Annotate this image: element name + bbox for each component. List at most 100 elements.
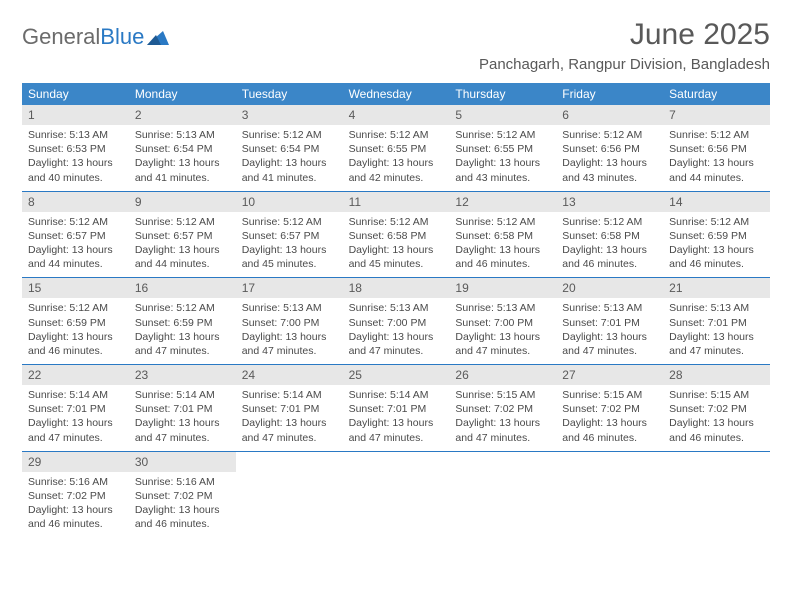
calendar-day: 26 Sunrise: 5:15 AMSunset: 7:02 PMDayligh… xyxy=(449,365,556,451)
calendar-day: 21 Sunrise: 5:13 AMSunset: 7:01 PMDayligh… xyxy=(663,278,770,364)
calendar-day-empty xyxy=(236,452,343,538)
day-number: 18 xyxy=(343,278,450,298)
day-number: 11 xyxy=(343,192,450,212)
calendar-day: 16 Sunrise: 5:12 AMSunset: 6:59 PMDayligh… xyxy=(129,278,236,364)
day-info: Sunrise: 5:12 AMSunset: 6:59 PMDaylight:… xyxy=(22,301,129,358)
day-number: 29 xyxy=(22,452,129,472)
calendar-day: 23 Sunrise: 5:14 AMSunset: 7:01 PMDayligh… xyxy=(129,365,236,451)
day-number: 19 xyxy=(449,278,556,298)
header: GeneralBlue June 2025 Panchagarh, Rangpu… xyxy=(22,18,770,73)
calendar-day: 28 Sunrise: 5:15 AMSunset: 7:02 PMDayligh… xyxy=(663,365,770,451)
logo-text-2: Blue xyxy=(100,24,144,50)
calendar-day: 6Sunrise: 5:12 AMSunset: 6:56 PMDaylight… xyxy=(556,105,663,191)
day-info: Sunrise: 5:14 AMSunset: 7:01 PMDaylight:… xyxy=(236,388,343,445)
day-number: 7 xyxy=(663,105,770,125)
calendar-day: 18 Sunrise: 5:13 AMSunset: 7:00 PMDayligh… xyxy=(343,278,450,364)
day-info: Sunrise: 5:12 AMSunset: 6:55 PMDaylight:… xyxy=(343,128,450,185)
calendar-day: 17 Sunrise: 5:13 AMSunset: 7:00 PMDayligh… xyxy=(236,278,343,364)
calendar-day-empty xyxy=(449,452,556,538)
day-number: 28 xyxy=(663,365,770,385)
calendar-page: GeneralBlue June 2025 Panchagarh, Rangpu… xyxy=(0,0,792,555)
day-info: Sunrise: 5:12 AMSunset: 6:57 PMDaylight:… xyxy=(129,215,236,272)
calendar-week-row: 22Sunrise: 5:14 AMSunset: 7:01 PMDayligh… xyxy=(22,365,770,452)
day-number: 10 xyxy=(236,192,343,212)
day-number: 25 xyxy=(343,365,450,385)
calendar: Sunday Monday Tuesday Wednesday Thursday… xyxy=(22,83,770,537)
day-info: Sunrise: 5:12 AMSunset: 6:57 PMDaylight:… xyxy=(22,215,129,272)
calendar-day: 15 Sunrise: 5:12 AMSunset: 6:59 PMDayligh… xyxy=(22,278,129,364)
day-info: Sunrise: 5:12 AMSunset: 6:59 PMDaylight:… xyxy=(663,215,770,272)
day-info: Sunrise: 5:13 AMSunset: 6:54 PMDaylight:… xyxy=(129,128,236,185)
day-info: Sunrise: 5:14 AMSunset: 7:01 PMDaylight:… xyxy=(22,388,129,445)
calendar-day: 19 Sunrise: 5:13 AMSunset: 7:00 PMDayligh… xyxy=(449,278,556,364)
day-number: 12 xyxy=(449,192,556,212)
weekday-header: Sunday xyxy=(22,83,129,105)
day-number: 15 xyxy=(22,278,129,298)
day-number: 17 xyxy=(236,278,343,298)
logo-text-1: General xyxy=(22,24,100,50)
day-number: 16 xyxy=(129,278,236,298)
calendar-day: 12 Sunrise: 5:12 AMSunset: 6:58 PMDayligh… xyxy=(449,192,556,278)
day-info: Sunrise: 5:15 AMSunset: 7:02 PMDaylight:… xyxy=(449,388,556,445)
day-info: Sunrise: 5:12 AMSunset: 6:58 PMDaylight:… xyxy=(343,215,450,272)
day-info: Sunrise: 5:12 AMSunset: 6:54 PMDaylight:… xyxy=(236,128,343,185)
day-number: 20 xyxy=(556,278,663,298)
month-title: June 2025 xyxy=(479,18,770,52)
weekday-header-row: Sunday Monday Tuesday Wednesday Thursday… xyxy=(22,83,770,105)
logo: GeneralBlue xyxy=(22,18,169,50)
day-info: Sunrise: 5:13 AMSunset: 7:00 PMDaylight:… xyxy=(236,301,343,358)
calendar-week-row: 1 Sunrise: 5:13 AMSunset: 6:53 PMDaylight… xyxy=(22,105,770,192)
calendar-week-row: 8Sunrise: 5:12 AMSunset: 6:57 PMDaylight… xyxy=(22,192,770,279)
day-info: Sunrise: 5:15 AMSunset: 7:02 PMDaylight:… xyxy=(556,388,663,445)
calendar-day: 24 Sunrise: 5:14 AMSunset: 7:01 PMDayligh… xyxy=(236,365,343,451)
weekday-header: Wednesday xyxy=(343,83,450,105)
logo-icon xyxy=(147,29,169,45)
day-number: 3 xyxy=(236,105,343,125)
calendar-day: 5Sunrise: 5:12 AMSunset: 6:55 PMDaylight… xyxy=(449,105,556,191)
calendar-day: 29Sunrise: 5:16 AMSunset: 7:02 PMDayligh… xyxy=(22,452,129,538)
calendar-day: 27 Sunrise: 5:15 AMSunset: 7:02 PMDayligh… xyxy=(556,365,663,451)
weekday-header: Monday xyxy=(129,83,236,105)
day-number: 23 xyxy=(129,365,236,385)
day-info: Sunrise: 5:13 AMSunset: 7:01 PMDaylight:… xyxy=(663,301,770,358)
day-info: Sunrise: 5:12 AMSunset: 6:58 PMDaylight:… xyxy=(449,215,556,272)
calendar-day: 1 Sunrise: 5:13 AMSunset: 6:53 PMDaylight… xyxy=(22,105,129,191)
calendar-day: 11 Sunrise: 5:12 AMSunset: 6:58 PMDayligh… xyxy=(343,192,450,278)
calendar-day: 25 Sunrise: 5:14 AMSunset: 7:01 PMDayligh… xyxy=(343,365,450,451)
day-number: 24 xyxy=(236,365,343,385)
day-number: 30 xyxy=(129,452,236,472)
day-info: Sunrise: 5:13 AMSunset: 6:53 PMDaylight:… xyxy=(22,128,129,185)
calendar-day-empty xyxy=(663,452,770,538)
day-info: Sunrise: 5:12 AMSunset: 6:55 PMDaylight:… xyxy=(449,128,556,185)
day-number: 21 xyxy=(663,278,770,298)
calendar-week-row: 15Sunrise: 5:12 AMSunset: 6:59 PMDayligh… xyxy=(22,278,770,365)
day-info: Sunrise: 5:13 AMSunset: 7:00 PMDaylight:… xyxy=(343,301,450,358)
day-number: 27 xyxy=(556,365,663,385)
calendar-day: 4Sunrise: 5:12 AMSunset: 6:55 PMDaylight… xyxy=(343,105,450,191)
calendar-day: 30Sunrise: 5:16 AMSunset: 7:02 PMDayligh… xyxy=(129,452,236,538)
calendar-day-empty xyxy=(556,452,663,538)
day-number: 26 xyxy=(449,365,556,385)
day-info: Sunrise: 5:12 AMSunset: 6:56 PMDaylight:… xyxy=(556,128,663,185)
location: Panchagarh, Rangpur Division, Bangladesh xyxy=(479,56,770,73)
day-number: 8 xyxy=(22,192,129,212)
day-info: Sunrise: 5:15 AMSunset: 7:02 PMDaylight:… xyxy=(663,388,770,445)
day-info: Sunrise: 5:13 AMSunset: 7:01 PMDaylight:… xyxy=(556,301,663,358)
weekday-header: Friday xyxy=(556,83,663,105)
calendar-day: 8 Sunrise: 5:12 AMSunset: 6:57 PMDaylight… xyxy=(22,192,129,278)
day-info: Sunrise: 5:14 AMSunset: 7:01 PMDaylight:… xyxy=(129,388,236,445)
day-number: 22 xyxy=(22,365,129,385)
day-info: Sunrise: 5:12 AMSunset: 6:58 PMDaylight:… xyxy=(556,215,663,272)
day-info: Sunrise: 5:12 AMSunset: 6:59 PMDaylight:… xyxy=(129,301,236,358)
day-info: Sunrise: 5:12 AMSunset: 6:57 PMDaylight:… xyxy=(236,215,343,272)
day-number: 1 xyxy=(22,105,129,125)
day-number: 14 xyxy=(663,192,770,212)
title-block: June 2025 Panchagarh, Rangpur Division, … xyxy=(479,18,770,73)
weekday-header: Thursday xyxy=(449,83,556,105)
calendar-week-row: 29Sunrise: 5:16 AMSunset: 7:02 PMDayligh… xyxy=(22,452,770,538)
calendar-day: 10 Sunrise: 5:12 AMSunset: 6:57 PMDayligh… xyxy=(236,192,343,278)
day-number: 2 xyxy=(129,105,236,125)
day-info: Sunrise: 5:14 AMSunset: 7:01 PMDaylight:… xyxy=(343,388,450,445)
day-info: Sunrise: 5:13 AMSunset: 7:00 PMDaylight:… xyxy=(449,301,556,358)
weeks-container: 1 Sunrise: 5:13 AMSunset: 6:53 PMDaylight… xyxy=(22,105,770,537)
